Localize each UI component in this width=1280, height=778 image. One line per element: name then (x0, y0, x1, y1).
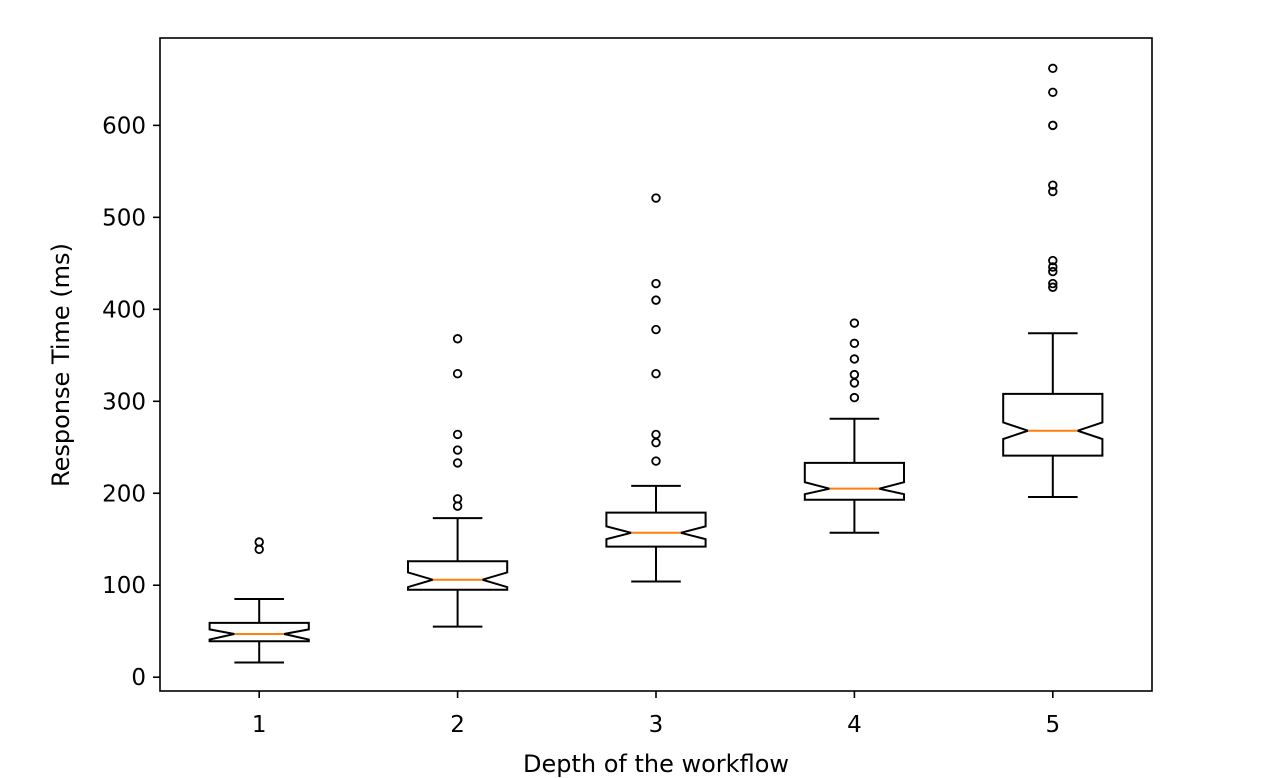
y-tick-label: 0 (131, 665, 146, 691)
outlier-point (1048, 262, 1058, 272)
box-group-5 (1002, 63, 1104, 498)
y-tick-label: 500 (102, 205, 146, 231)
outlier-point (849, 392, 860, 403)
outlier-point (651, 368, 661, 379)
y-tick-label: 600 (102, 113, 146, 139)
outlier-point (1048, 255, 1058, 266)
y-tick-label: 400 (102, 297, 146, 323)
outlier-point (651, 456, 661, 466)
x-axis-label: Depth of the workflow (523, 750, 789, 778)
outlier-point (651, 429, 661, 440)
x-tick-label: 4 (847, 712, 862, 738)
outlier-point (1048, 278, 1058, 289)
outlier-point (849, 369, 860, 380)
outlier-point (651, 278, 661, 289)
outlier-point (452, 445, 463, 455)
y-tick-label: 200 (102, 481, 146, 507)
outlier-point (452, 494, 463, 504)
outlier-point (1048, 282, 1058, 292)
box-group-1 (208, 537, 310, 664)
outlier-point (452, 334, 463, 344)
y-tick-label: 100 (102, 573, 146, 599)
x-tick-label: 1 (252, 712, 267, 738)
outlier-point (452, 368, 463, 379)
outlier-point (849, 318, 860, 328)
outlier-point (1048, 63, 1058, 74)
box-1 (208, 621, 310, 643)
outlier-point (651, 324, 661, 335)
y-axis-label: Response Time (ms) (47, 243, 75, 487)
outlier-point (849, 354, 860, 364)
outlier-point (254, 537, 264, 547)
outlier-point (452, 458, 463, 468)
x-tick-label: 2 (450, 712, 465, 738)
outlier-point (452, 429, 463, 440)
box-group-2 (407, 334, 509, 628)
outlier-point (1048, 120, 1058, 131)
box-2 (407, 560, 509, 591)
box-5 (1002, 392, 1104, 457)
outlier-point (849, 338, 860, 349)
y-tick-label: 300 (102, 389, 146, 415)
outlier-point (651, 295, 661, 305)
x-tick-label: 3 (649, 712, 664, 738)
plot-marks (208, 63, 1104, 664)
box-4 (803, 461, 905, 501)
y-axis-ticks: 0 100 200 300 400 500 600 (102, 113, 160, 691)
box-group-3 (605, 193, 707, 583)
outlier-point (1048, 186, 1058, 197)
outlier-point (1048, 266, 1058, 277)
box-3 (605, 511, 707, 548)
outlier-point (651, 193, 661, 203)
outlier-point (1048, 180, 1058, 190)
x-axis-ticks: 1 2 3 4 5 (252, 691, 1060, 738)
x-tick-label: 5 (1045, 712, 1060, 738)
outlier-point (1048, 87, 1058, 97)
box-group-4 (803, 318, 905, 534)
